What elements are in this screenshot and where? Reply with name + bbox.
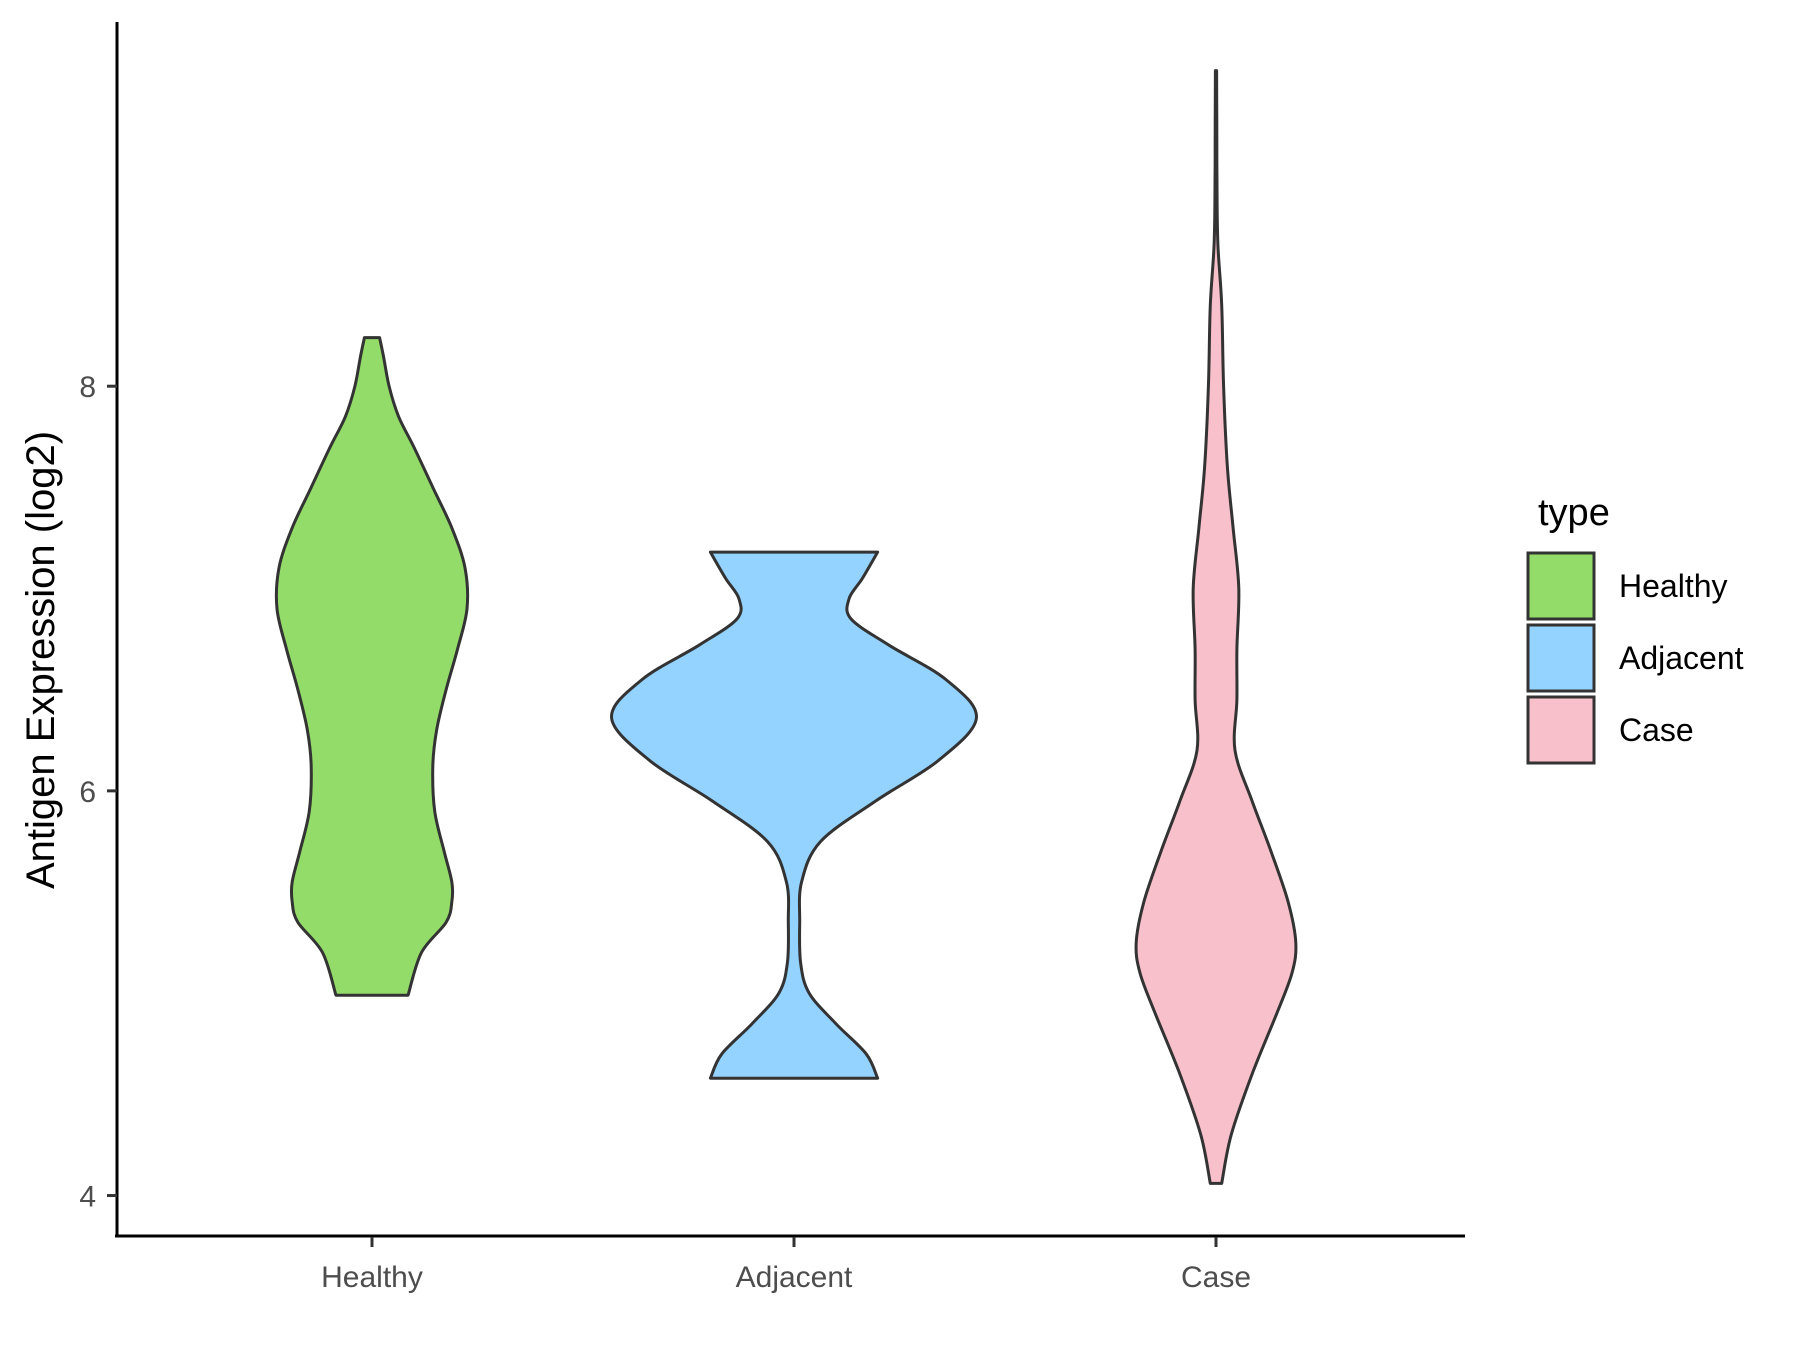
x-tick-label: Healthy	[321, 1261, 423, 1294]
legend: type Healthy Adjacent Case	[1526, 492, 1744, 765]
y-tick-label: 4	[79, 1181, 96, 1214]
legend-label-adjacent: Adjacent	[1619, 640, 1744, 676]
legend-label-healthy: Healthy	[1619, 568, 1728, 604]
violin-healthy	[274, 336, 470, 997]
x-tick-label: Case	[1181, 1261, 1251, 1294]
y-tick-label: 8	[79, 371, 96, 404]
y-tick-label: 6	[79, 776, 96, 809]
legend-title: type	[1538, 492, 1610, 534]
plot-area	[274, 69, 1298, 1185]
legend-key-case	[1526, 695, 1596, 765]
x-tick-label: Adjacent	[736, 1261, 853, 1294]
violin-adjacent	[610, 550, 978, 1080]
legend-key-adjacent	[1526, 623, 1596, 693]
violin-case	[1134, 69, 1298, 1185]
axes: 4 6 8 Healthy Adjacent Case	[79, 22, 1465, 1294]
legend-label-case: Case	[1619, 712, 1694, 748]
y-axis-title: Antigen Expression (log2)	[19, 431, 63, 889]
legend-key-healthy	[1526, 551, 1596, 621]
